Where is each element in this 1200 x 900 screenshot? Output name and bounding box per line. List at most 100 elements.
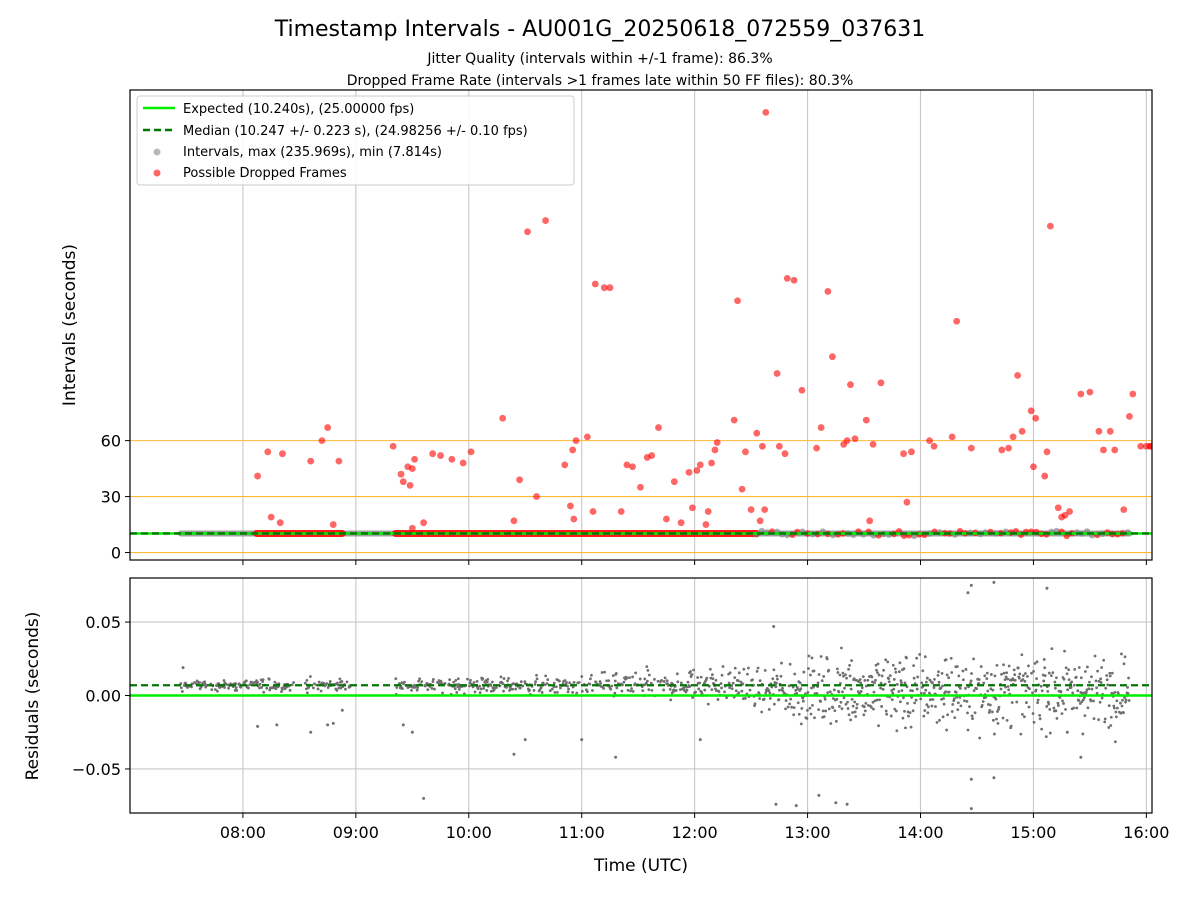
residual-point [1002,671,1006,675]
residual-point [455,691,459,694]
residual-point [585,690,589,694]
residual-point [888,674,892,678]
residual-point [827,707,831,711]
residual-point [939,686,943,690]
dropped-frame-point [813,444,821,452]
residual-point [1103,720,1107,724]
dropped-frame-point [648,452,656,459]
residual-point [676,680,680,684]
residual-point [928,678,932,682]
dropped-frame-point [781,450,789,458]
residual-point [605,679,609,683]
residual-point [767,689,771,693]
dropped-frame-point [389,442,397,450]
dropped-frame-point [591,280,599,288]
residual-point [1024,689,1028,693]
dropped-frame-point [693,467,701,474]
residual-point [828,690,832,694]
residual-point [720,673,724,677]
dropped-frame-point [623,461,631,469]
residual-point [991,718,995,722]
residual-point [855,702,859,706]
residual-point [846,700,849,704]
residual-point [875,668,878,672]
dropped-frame-point [1030,463,1037,471]
residual-point [971,717,974,720]
residual-point [690,673,694,676]
residual-point [1119,701,1122,705]
residual-point [1042,679,1046,683]
residual-point [969,777,973,781]
residual-point [633,682,637,686]
residual-point [534,680,537,684]
residual-point [1061,699,1064,703]
residual-point [1012,668,1016,672]
residual-point [650,688,654,692]
residual-point [1103,717,1107,721]
residual-point [1053,686,1057,690]
residual-point [325,682,329,685]
residual-point [337,686,341,690]
time-x-tick-label: 09:00 [333,823,379,842]
residual-point [1044,735,1048,739]
residual-point [261,678,265,682]
residual-point [292,681,296,684]
residual-point [820,679,824,683]
residual-point [817,793,821,797]
residual-point [839,700,843,704]
residual-point [1107,726,1111,729]
dropped-frame-point [1054,504,1062,512]
interval-threshold-lines [130,440,1152,554]
residual-point [1076,689,1080,693]
residual-point [656,679,660,683]
residual-point [180,690,184,693]
residual-point [216,689,219,693]
residual-point [719,682,723,685]
residual-point [281,688,284,691]
residual-point [258,682,262,686]
dropped-frame-point [629,463,636,471]
residual-point [507,676,510,680]
residual-point [879,686,882,690]
residual-point [898,700,902,704]
residual-point [1043,666,1047,670]
residual-point [615,686,619,690]
residual-point [647,673,651,677]
residual-point [1064,666,1068,670]
residual-point [1060,712,1064,716]
residual-point [1005,671,1009,675]
residual-point [922,714,926,718]
residual-point [756,666,760,670]
residual-point [858,691,862,695]
residual-point [457,687,461,691]
residual-point [613,679,617,683]
residual-point [807,667,810,670]
legend-median-label: Median (10.247 +/- 0.223 s), (24.98256 +… [183,124,528,139]
residual-point [972,657,975,661]
residual-point [1092,699,1095,703]
residual-point [986,689,990,693]
dropped-frame-point [264,448,272,456]
residual-point [1030,671,1033,675]
residual-point [772,668,776,672]
residual-point [1097,718,1100,722]
residual-point [834,801,838,805]
residual-point [631,675,634,679]
residual-point [737,671,741,675]
residual-point [877,673,881,677]
residual-point [751,678,754,682]
residual-point [1036,701,1040,705]
residual-point [964,686,967,690]
residual-point [980,703,984,707]
residual-point [591,689,594,692]
dropped-frame-point [267,513,275,521]
residual-point [698,681,702,685]
residual-point [1006,685,1010,688]
residual-point [945,673,949,677]
residual-point [1055,716,1059,720]
residual-point [303,681,307,685]
residual-point [646,668,650,672]
residual-point [1002,663,1005,667]
residual-point [972,689,976,693]
residual-point [1099,681,1103,684]
